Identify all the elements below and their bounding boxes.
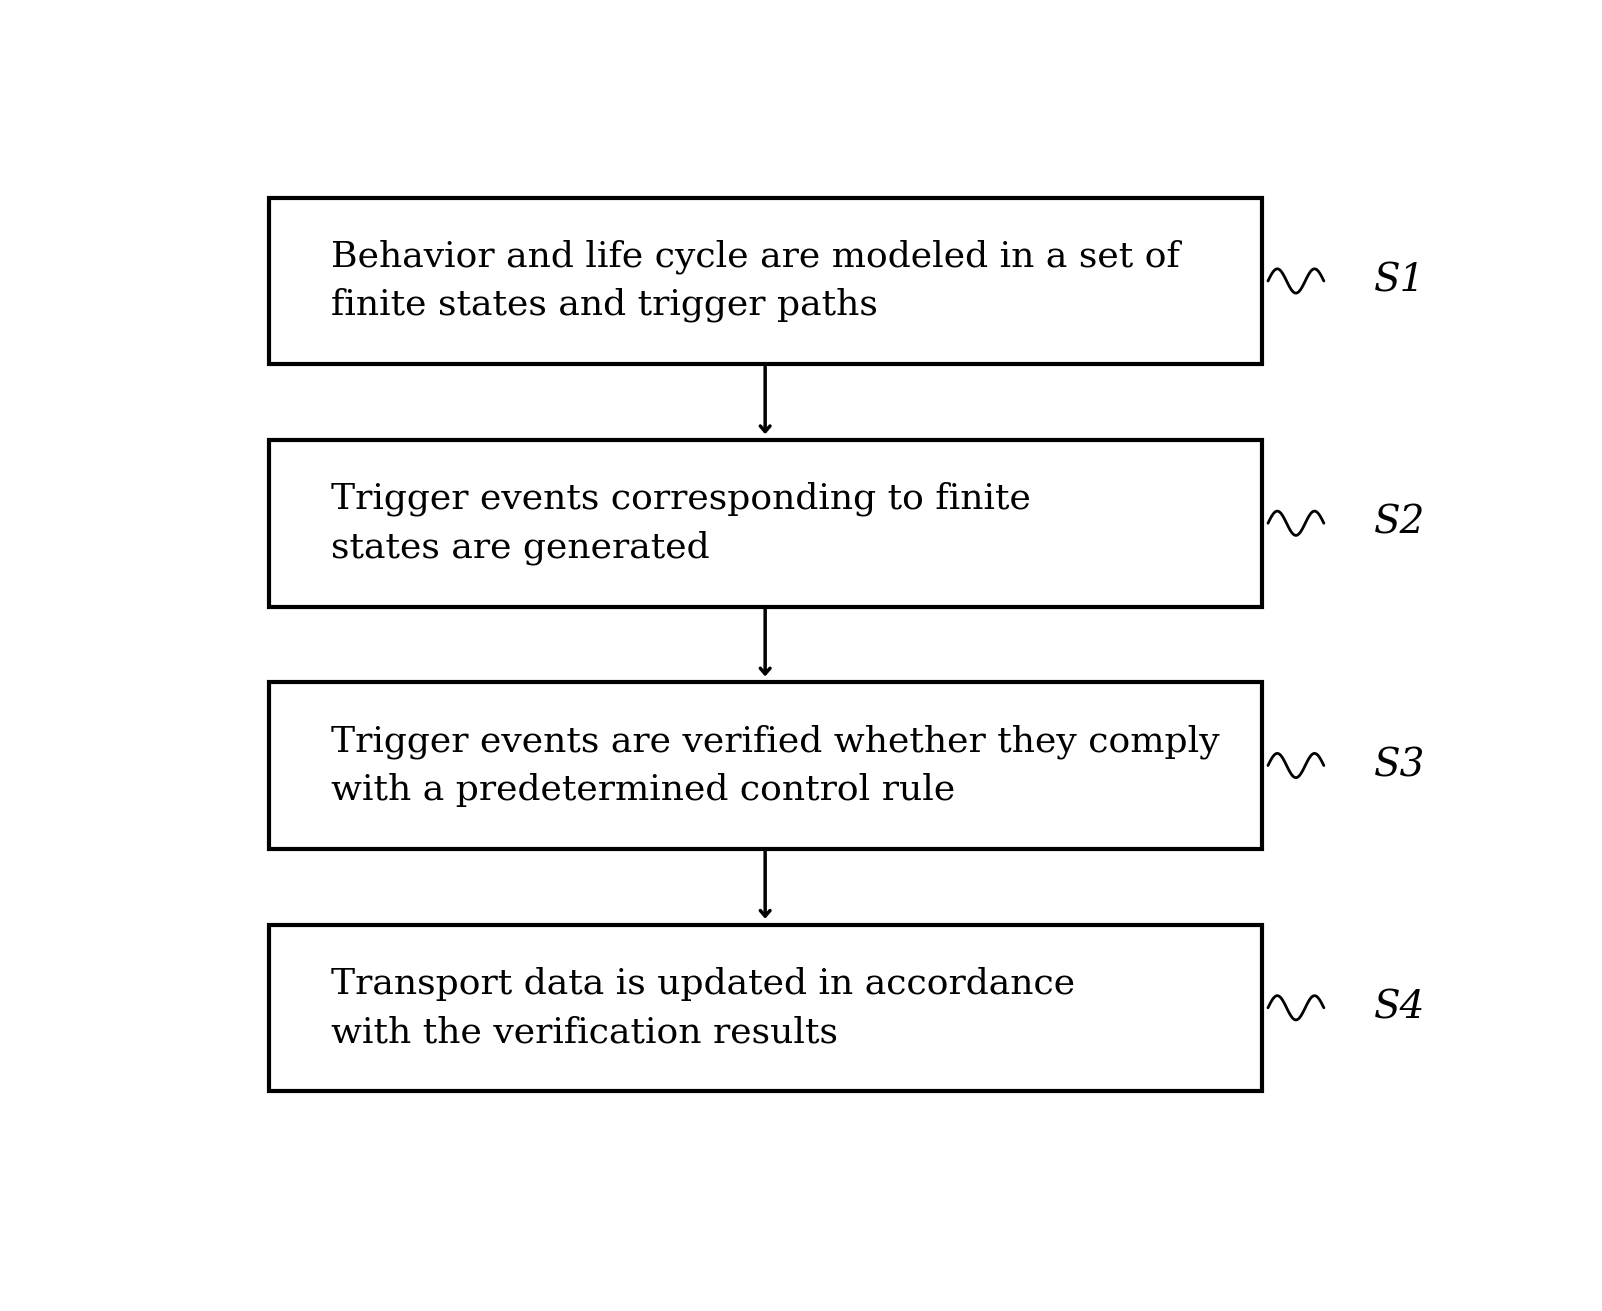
- Text: S2: S2: [1373, 505, 1424, 541]
- Text: with a predetermined control rule: with a predetermined control rule: [330, 772, 955, 806]
- Bar: [269, 924, 1262, 1091]
- Bar: [269, 198, 1262, 364]
- Text: with the verification results: with the verification results: [330, 1015, 838, 1049]
- Text: Trigger events are verified whether they comply: Trigger events are verified whether they…: [330, 724, 1219, 759]
- Text: states are generated: states are generated: [330, 530, 710, 565]
- Bar: [269, 440, 1262, 607]
- Text: Behavior and life cycle are modeled in a set of: Behavior and life cycle are modeled in a…: [330, 240, 1179, 274]
- Text: S1: S1: [1373, 262, 1424, 299]
- Text: Transport data is updated in accordance: Transport data is updated in accordance: [330, 966, 1075, 1000]
- Text: Trigger events corresponding to finite: Trigger events corresponding to finite: [330, 481, 1030, 517]
- Text: S3: S3: [1373, 747, 1424, 784]
- Text: S4: S4: [1373, 990, 1424, 1027]
- Text: finite states and trigger paths: finite states and trigger paths: [330, 288, 878, 323]
- Bar: [269, 682, 1262, 848]
